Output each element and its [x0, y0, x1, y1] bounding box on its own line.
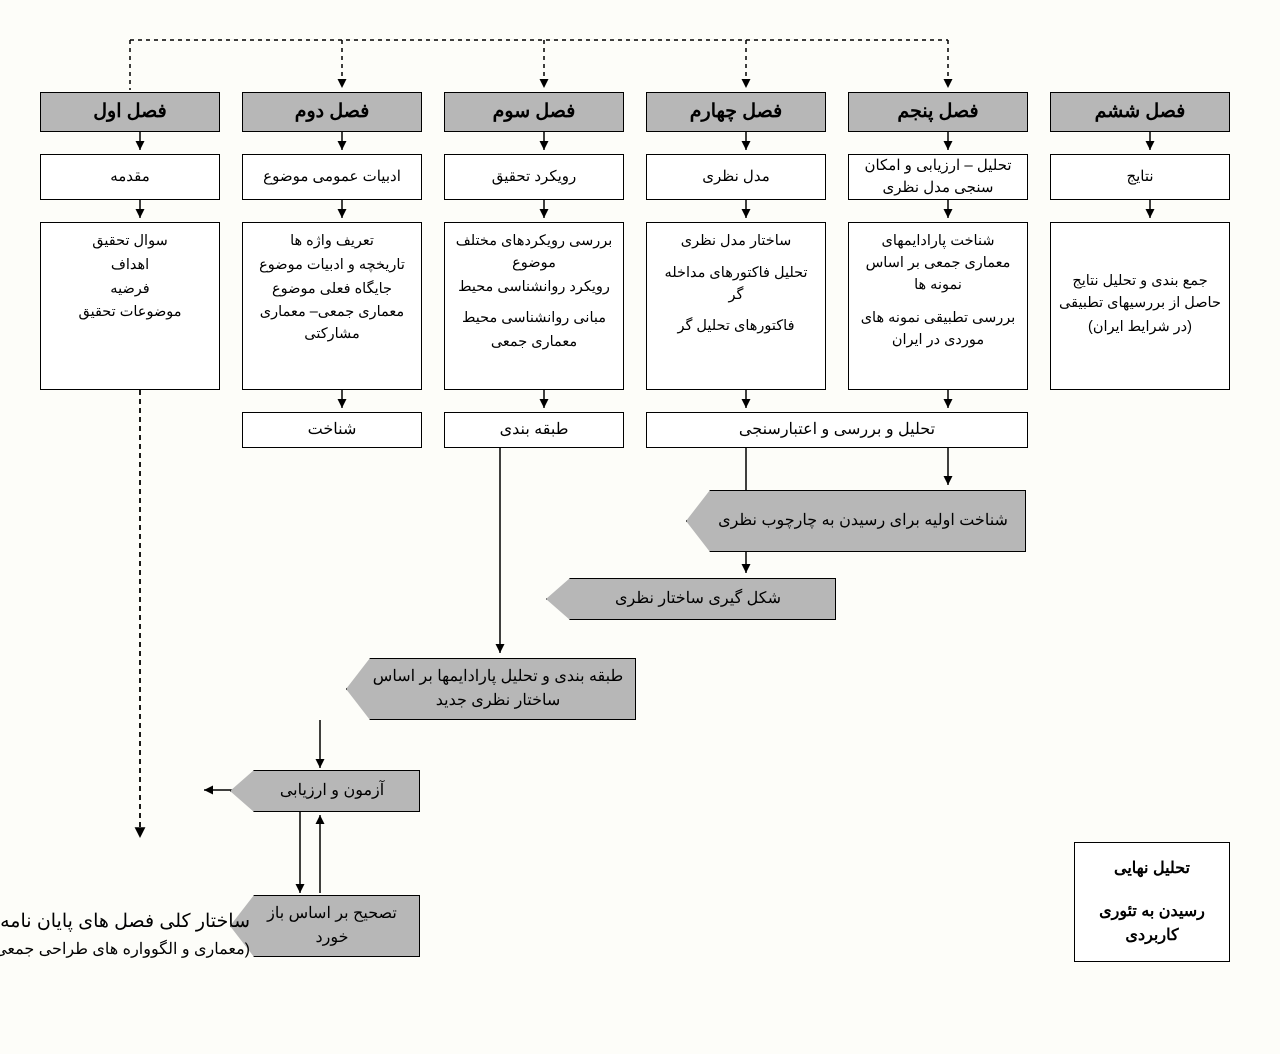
stage-3: طبقه بندی و تحلیل پارادایمها بر اساس ساخ… — [346, 658, 636, 720]
stage-2: شکل گیری ساختار نظری — [546, 578, 836, 620]
chapter-1-sub: مقدمه — [40, 154, 220, 200]
chapter-2-header: فصل دوم — [242, 92, 422, 132]
c6-l1: (در شرایط ایران) — [1088, 317, 1192, 339]
chapter-2-sub: ادبیات عمومی موضوع — [242, 154, 422, 200]
c1-l2: فرضیه — [110, 279, 149, 301]
c5-l2: بررسی تطبیقی نمونه های موردی در ایران — [857, 308, 1019, 352]
row4-c2: شناخت — [242, 412, 422, 448]
chapter-5-content: شناخت پارادایمهای معماری جمعی بر اساس نم… — [848, 222, 1028, 390]
caption-l1: ساختار کلی فصل های پایان نامه — [0, 910, 250, 933]
c1-l1: اهداف — [111, 255, 149, 277]
c3-l1: رویکرد روانشناسی محیط — [458, 277, 610, 299]
final-box: تحلیل نهایی رسیدن به تئوری کاربردی — [1074, 842, 1230, 962]
c2-l3: معماری جمعی– معماری مشارکتی — [251, 302, 413, 346]
chapter-5-sub: تحلیل – ارزیابی و امکان سنجی مدل نظری — [848, 154, 1028, 200]
chapter-6-header: فصل ششم — [1050, 92, 1230, 132]
c4-l0: ساختار مدل نظری — [681, 231, 792, 253]
chapter-3-content: بررسی رویکردهای مختلف موضوع رویکرد روانش… — [444, 222, 624, 390]
chapter-3-sub: رویکرد تحقیق — [444, 154, 624, 200]
chapter-2-content: تعریف واژه ها تاریخچه و ادبیات موضوع جای… — [242, 222, 422, 390]
chapter-6-content: جمع بندی و تحلیل نتایج حاصل از بررسیهای … — [1050, 222, 1230, 390]
chapter-1-content: سوال تحقیق اهداف فرضیه موضوعات تحقیق — [40, 222, 220, 390]
c3-l4: معماری جمعی — [491, 332, 577, 354]
c2-l0: تعریف واژه ها — [290, 231, 374, 253]
caption-l2: (معماری و الگوواره های طراحی جمعی) — [0, 939, 250, 959]
final-l1: رسیدن به تئوری کاربردی — [1081, 900, 1223, 948]
row4-c45: تحلیل و بررسی و اعتبارسنجی — [646, 412, 1028, 448]
row4-c3: طبقه بندی — [444, 412, 624, 448]
stage-5: تصحیح بر اساس باز خورد — [230, 895, 420, 957]
chapter-3-header: فصل سوم — [444, 92, 624, 132]
c3-l3: مبانی روانشناسی محیط — [462, 308, 606, 330]
chapter-1-header: فصل اول — [40, 92, 220, 132]
c4-l2: تحلیل فاکتورهای مداخله گر — [655, 263, 817, 307]
c1-l0: سوال تحقیق — [92, 231, 167, 253]
chapter-5-header: فصل پنجم — [848, 92, 1028, 132]
c2-l1: تاریخچه و ادبیات موضوع — [259, 255, 405, 277]
final-l0: تحلیل نهایی — [1114, 857, 1190, 881]
c3-l0: بررسی رویکردهای مختلف موضوع — [453, 231, 615, 275]
stage-1: شناخت اولیه برای رسیدن به چارچوب نظری — [686, 490, 1026, 552]
chapter-4-sub: مدل نظری — [646, 154, 826, 200]
c4-l4: فاکتورهای تحلیل گر — [677, 316, 794, 338]
c2-l2: جایگاه فعلی موضوع — [272, 279, 392, 301]
stage-4: آزمون و ارزیابی — [230, 770, 420, 812]
chapter-6-sub: نتایج — [1050, 154, 1230, 200]
c5-l0: شناخت پارادایمهای معماری جمعی بر اساس نم… — [857, 231, 1019, 296]
chapter-4-content: ساختار مدل نظری تحلیل فاکتورهای مداخله گ… — [646, 222, 826, 390]
c1-l3: موضوعات تحقیق — [79, 302, 182, 324]
chapter-4-header: فصل چهارم — [646, 92, 826, 132]
caption: ساختار کلی فصل های پایان نامه (معماری و … — [0, 910, 250, 959]
c6-l0: جمع بندی و تحلیل نتایج حاصل از بررسیهای … — [1059, 271, 1221, 315]
